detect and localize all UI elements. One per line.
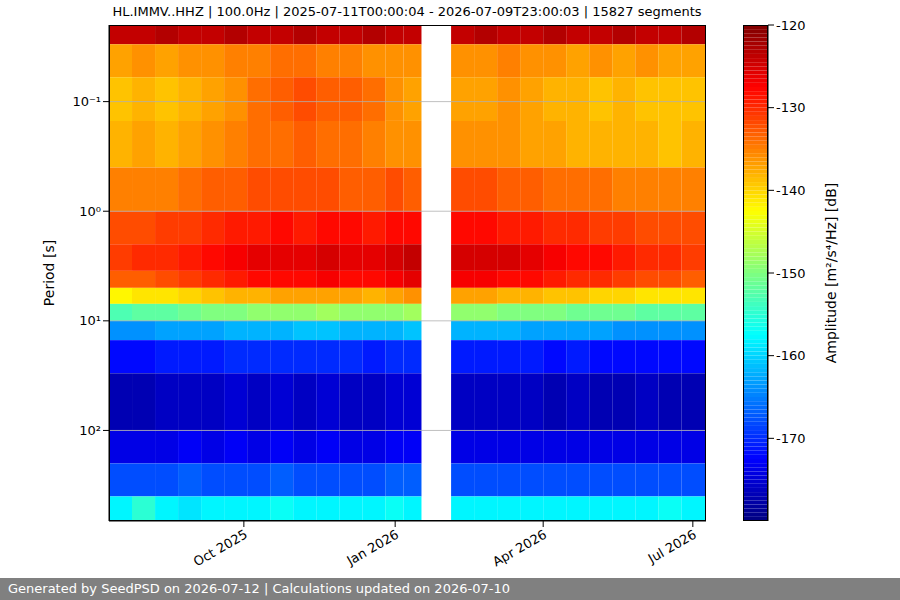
svg-text:-140: -140: [776, 183, 806, 198]
svg-text:Oct 2025: Oct 2025: [191, 527, 250, 570]
svg-text:-160: -160: [776, 348, 806, 363]
svg-text:10²: 10²: [79, 423, 101, 438]
svg-text:10⁰: 10⁰: [79, 204, 101, 219]
svg-text:-170: -170: [776, 431, 806, 446]
svg-text:10⁻¹: 10⁻¹: [72, 94, 101, 109]
svg-text:Apr 2026: Apr 2026: [490, 527, 549, 570]
svg-text:Jul 2026: Jul 2026: [645, 527, 699, 567]
svg-text:10¹: 10¹: [79, 313, 101, 328]
svg-text:Period [s]: Period [s]: [41, 240, 57, 306]
html-text:HL.IMMV..HHZ | 100.0Hz | 2025-: HL.IMMV..HHZ | 100.0Hz | 2025-07-11T00:0…: [112, 4, 702, 19]
svg-text:-150: -150: [776, 266, 806, 281]
svg-text:Jan 2026: Jan 2026: [343, 527, 401, 569]
html-text:Generated by SeedPSD on 2026-0: Generated by SeedPSD on 2026-07-12 | Cal…: [8, 581, 510, 596]
svg-text:Amplitude [m²/s⁴/Hz] [dB]: Amplitude [m²/s⁴/Hz] [dB]: [823, 183, 839, 363]
svg-text:-130: -130: [776, 100, 806, 115]
svg-text:-120: -120: [776, 18, 806, 33]
